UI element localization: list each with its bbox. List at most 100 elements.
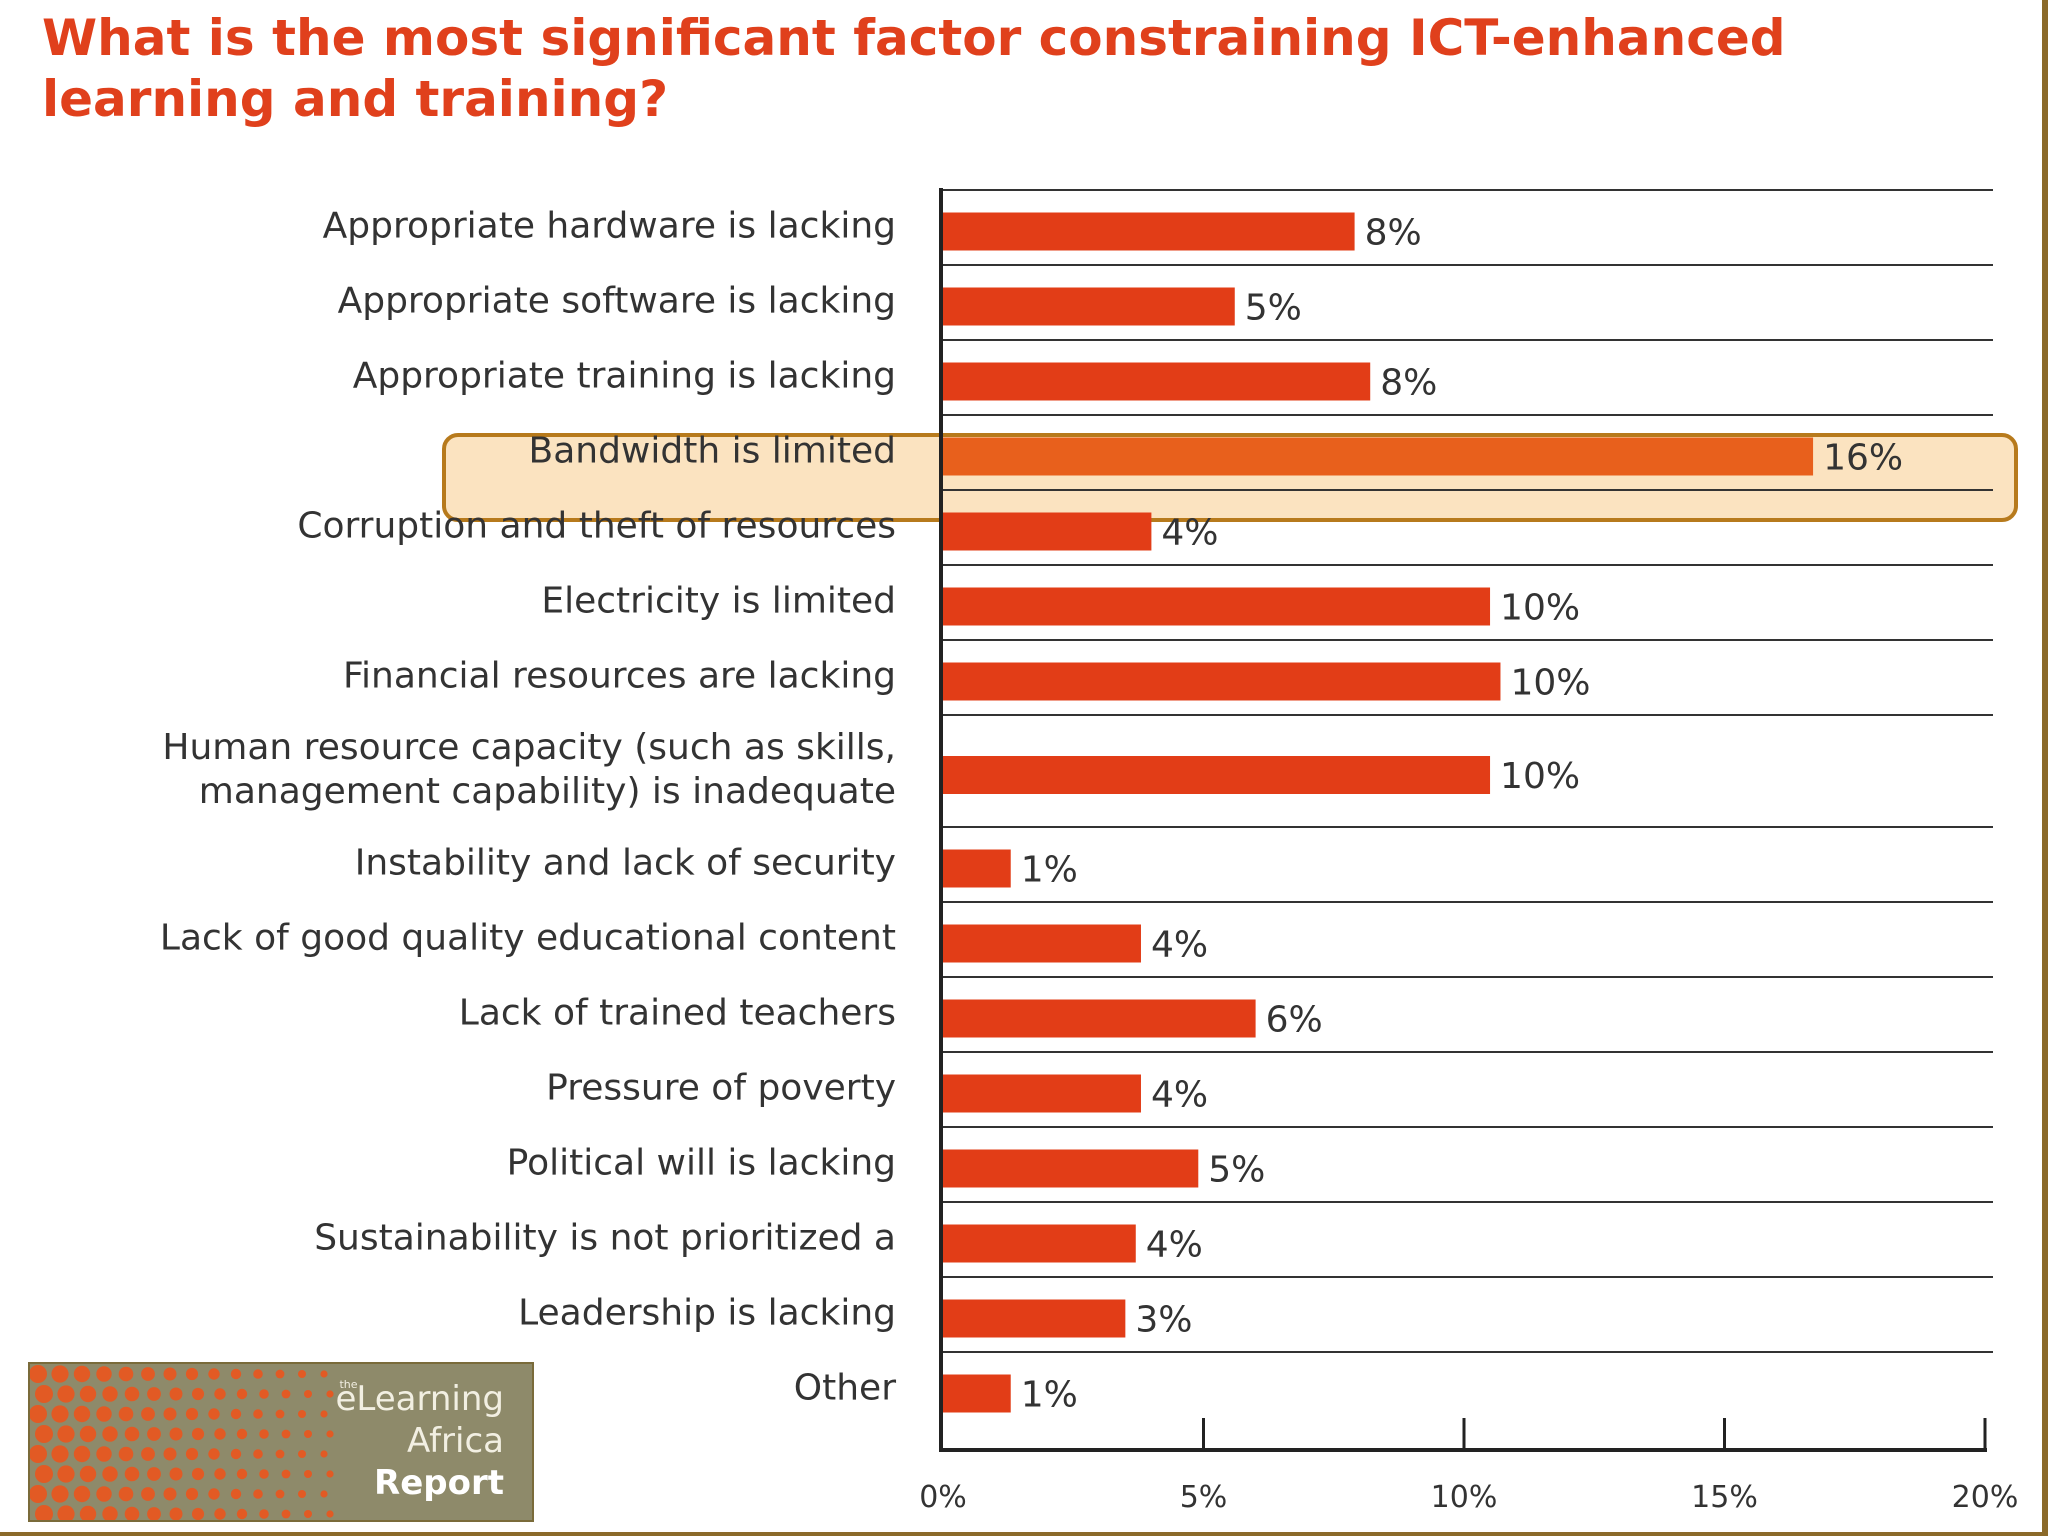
bar: [943, 437, 1814, 476]
bar: [943, 587, 1491, 626]
category-label: management capability) is inadequate: [199, 771, 896, 812]
logo-dot: [102, 1426, 118, 1442]
logo-dot: [214, 1388, 226, 1400]
logo-dot: [304, 1510, 312, 1518]
logo-dot: [102, 1386, 118, 1402]
logo-dot: [304, 1390, 312, 1398]
category-label: Corruption and theft of resources: [297, 506, 896, 547]
bar-value-label: 3%: [1135, 1300, 1192, 1341]
bar: [943, 1374, 1011, 1413]
logo-dot: [320, 1450, 328, 1458]
logo-dot: [304, 1430, 312, 1438]
logo-dot: [230, 1448, 242, 1460]
logo-dot: [326, 1390, 334, 1398]
bar: [943, 1074, 1141, 1113]
logo-dot: [124, 1506, 140, 1520]
logo-dot: [320, 1370, 328, 1378]
logo-dot: [96, 1406, 112, 1422]
category-label: Electricity is limited: [541, 581, 896, 622]
bar-value-label: 4%: [1161, 513, 1218, 554]
bar-value-label: 6%: [1266, 1000, 1323, 1041]
logo-dot: [230, 1408, 242, 1420]
logo-dot: [275, 1489, 285, 1499]
logo-dot-pattern: [30, 1365, 334, 1520]
logo-dot: [208, 1408, 220, 1420]
category-label: Bandwidth is limited: [529, 431, 897, 472]
logo-dot: [141, 1367, 155, 1381]
logo-dot: [96, 1366, 112, 1382]
logo-dot: [30, 1445, 47, 1463]
logo-dot: [185, 1407, 199, 1421]
logo-dot: [147, 1387, 161, 1401]
logo-dot: [169, 1427, 183, 1441]
logo-line-3: Report: [374, 1463, 504, 1503]
logo-dot: [230, 1488, 242, 1500]
logo-dot: [281, 1509, 291, 1519]
logo-dot: [73, 1485, 91, 1503]
logo-dot: [326, 1510, 334, 1518]
bar-value-label: 5%: [1245, 288, 1302, 329]
logo-dot: [35, 1385, 53, 1403]
logo-dot: [147, 1427, 161, 1441]
logo-dot: [57, 1385, 75, 1403]
bar-value-label: 10%: [1500, 756, 1580, 797]
elearning-africa-logo: the eLearning Africa Report: [28, 1362, 534, 1522]
x-tick-label: 5%: [1180, 1480, 1228, 1515]
logo-dot: [298, 1450, 306, 1458]
logo-dot: [147, 1507, 161, 1520]
bar: [943, 849, 1011, 888]
category-label: Appropriate training is lacking: [353, 356, 896, 397]
logo-dot: [298, 1370, 306, 1378]
logo-dot: [73, 1405, 91, 1423]
logo-dot: [35, 1465, 53, 1483]
logo-dot: [124, 1386, 140, 1402]
page-title: What is the most significant factor cons…: [42, 9, 1786, 128]
logo-dot: [57, 1425, 75, 1443]
logo-dot: [141, 1487, 155, 1501]
frame-border-right: [2042, 0, 2048, 1536]
logo-dot: [169, 1387, 183, 1401]
logo-dot: [214, 1468, 226, 1480]
category-label: Instability and lack of security: [355, 843, 896, 884]
logo-line-2: Africa: [407, 1421, 504, 1461]
logo-dot: [124, 1426, 140, 1442]
logo-dot: [304, 1470, 312, 1478]
logo-dot: [57, 1505, 75, 1520]
x-tick-label: 20%: [1952, 1480, 2019, 1515]
logo-dot: [141, 1447, 155, 1461]
x-tick-label: 10%: [1431, 1480, 1498, 1515]
logo-dot: [51, 1405, 69, 1423]
logo-dot: [236, 1428, 248, 1440]
category-label: Leadership is lacking: [518, 1293, 896, 1334]
logo-dot: [79, 1385, 97, 1403]
category-label: Lack of trained teachers: [459, 993, 896, 1034]
category-label: Lack of good quality educational content: [160, 918, 896, 959]
logo-dot: [236, 1388, 248, 1400]
logo-dot: [298, 1410, 306, 1418]
logo-dot: [51, 1365, 69, 1383]
logo-dot: [259, 1429, 269, 1439]
bar-value-label: 10%: [1510, 663, 1590, 704]
logo-dot: [51, 1485, 69, 1503]
logo-dot: [79, 1505, 97, 1520]
logo-dot: [208, 1488, 220, 1500]
x-tick-label: 15%: [1691, 1480, 1758, 1515]
logo-dot: [281, 1429, 291, 1439]
logo-dot: [214, 1428, 226, 1440]
logo-dot: [298, 1490, 306, 1498]
logo-dot: [102, 1506, 118, 1520]
x-tick-label: 0%: [919, 1480, 967, 1515]
logo-dot: [236, 1508, 248, 1520]
logo-dot: [79, 1465, 97, 1483]
logo-dot: [208, 1368, 220, 1380]
logo-dot: [214, 1508, 226, 1520]
logo-dot: [102, 1466, 118, 1482]
logo-dot: [30, 1365, 47, 1383]
logo-dot: [275, 1449, 285, 1459]
logo-dot: [118, 1406, 134, 1422]
frame-border-bottom: [0, 1532, 2048, 1536]
logo-dot: [320, 1410, 328, 1418]
logo-dot: [191, 1387, 205, 1401]
bar: [943, 924, 1141, 963]
bar-value-label: 10%: [1500, 588, 1580, 629]
